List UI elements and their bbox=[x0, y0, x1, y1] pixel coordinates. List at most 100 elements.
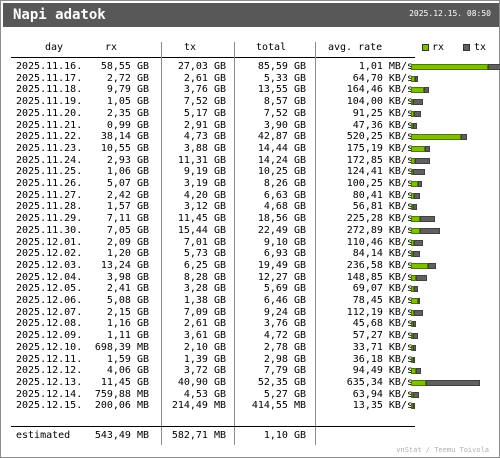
avg-rate-cell: 175,19 KB/s bbox=[346, 143, 413, 154]
rx-cell: 200,06 MB bbox=[94, 400, 149, 411]
tx-bar-segment bbox=[413, 204, 417, 210]
day-cell: 2025.12.05. bbox=[16, 283, 83, 294]
tx-cell: 2,61 GB bbox=[183, 318, 226, 329]
tx-cell: 1,38 GB bbox=[183, 295, 226, 306]
rx-bar-segment bbox=[411, 87, 424, 93]
rx-bar-segment bbox=[411, 216, 420, 222]
estimated-total: 1,10 GB bbox=[263, 430, 306, 441]
day-cell: 2025.11.30. bbox=[16, 225, 83, 236]
tx-bar-segment bbox=[425, 146, 430, 152]
column-divider-tx-total bbox=[234, 42, 235, 445]
rx-cell: 11,45 GB bbox=[100, 377, 149, 388]
tx-bar-segment bbox=[413, 123, 417, 129]
avg-rate-cell: 57,27 KB/s bbox=[352, 330, 413, 341]
rx-bar-segment bbox=[411, 333, 413, 339]
day-cell: 2025.11.29. bbox=[16, 213, 83, 224]
avg-rate-cell: 164,46 KB/s bbox=[346, 84, 413, 95]
avg-rate-cell: 47,36 KB/s bbox=[352, 120, 413, 131]
rx-cell: 1,11 GB bbox=[106, 330, 149, 341]
avg-rate-cell: 110,46 KB/s bbox=[346, 237, 413, 248]
tx-cell: 27,03 GB bbox=[177, 61, 226, 72]
total-cell: 52,35 GB bbox=[257, 377, 306, 388]
traffic-bar bbox=[411, 76, 500, 82]
tx-bar-segment bbox=[461, 134, 467, 140]
rx-bar-segment bbox=[411, 275, 416, 281]
rx-bar-segment bbox=[411, 403, 413, 409]
rx-cell: 2,09 GB bbox=[106, 237, 149, 248]
column-header-rx: rx bbox=[105, 42, 118, 53]
avg-rate-cell: 13,35 KB/s bbox=[352, 400, 413, 411]
avg-rate-cell: 100,25 KB/s bbox=[346, 178, 413, 189]
traffic-bar bbox=[411, 64, 500, 70]
traffic-bar bbox=[411, 228, 500, 234]
day-cell: 2025.12.01. bbox=[16, 237, 83, 248]
traffic-bar bbox=[411, 263, 500, 269]
column-divider-rx-tx bbox=[161, 42, 162, 445]
tx-cell: 7,09 GB bbox=[183, 307, 226, 318]
tx-bar-segment bbox=[413, 403, 415, 409]
rx-bar-segment bbox=[411, 76, 415, 82]
day-cell: 2025.12.08. bbox=[16, 318, 83, 329]
tx-bar-segment bbox=[413, 345, 416, 351]
title-bar: Napi adatok 2025.12.15. 08:50 bbox=[3, 3, 499, 27]
day-cell: 2025.12.14. bbox=[16, 389, 83, 400]
total-cell: 22,49 GB bbox=[257, 225, 306, 236]
traffic-bar bbox=[411, 403, 500, 409]
traffic-bar bbox=[411, 286, 500, 292]
rx-cell: 7,11 GB bbox=[106, 213, 149, 224]
total-cell: 9,10 GB bbox=[263, 237, 306, 248]
rx-bar-segment bbox=[411, 345, 413, 351]
traffic-bar bbox=[411, 158, 500, 164]
traffic-bar bbox=[411, 134, 500, 140]
avg-rate-cell: 64,70 KB/s bbox=[352, 73, 413, 84]
avg-rate-cell: 84,14 KB/s bbox=[352, 248, 413, 259]
day-cell: 2025.12.06. bbox=[16, 295, 83, 306]
rx-cell: 10,55 GB bbox=[100, 143, 149, 154]
total-cell: 3,90 GB bbox=[263, 120, 306, 131]
rx-cell: 759,88 MB bbox=[94, 389, 149, 400]
day-cell: 2025.12.07. bbox=[16, 307, 83, 318]
day-cell: 2025.12.10. bbox=[16, 342, 83, 353]
traffic-bar bbox=[411, 368, 500, 374]
avg-rate-cell: 124,41 KB/s bbox=[346, 166, 413, 177]
rx-cell: 38,14 GB bbox=[100, 131, 149, 142]
day-cell: 2025.11.23. bbox=[16, 143, 83, 154]
column-header-tx: tx bbox=[184, 42, 197, 53]
rx-bar-segment bbox=[411, 263, 428, 269]
tx-bar-segment bbox=[418, 298, 420, 304]
rx-bar-segment bbox=[411, 392, 413, 398]
rx-bar-segment bbox=[411, 158, 415, 164]
rx-bar-segment bbox=[411, 146, 425, 152]
traffic-bar bbox=[411, 275, 500, 281]
tx-cell: 4,20 GB bbox=[183, 190, 226, 201]
total-cell: 12,27 GB bbox=[257, 272, 306, 283]
traffic-bar bbox=[411, 123, 500, 129]
traffic-bar bbox=[411, 169, 500, 175]
traffic-bar bbox=[411, 240, 500, 246]
rx-cell: 1,20 GB bbox=[106, 248, 149, 259]
traffic-bar bbox=[411, 310, 500, 316]
estimated-separator bbox=[11, 426, 415, 427]
day-cell: 2025.12.13. bbox=[16, 377, 83, 388]
tx-bar-segment bbox=[414, 286, 418, 292]
tx-cell: 7,52 GB bbox=[183, 96, 226, 107]
day-cell: 2025.12.09. bbox=[16, 330, 83, 341]
legend-tx-label: tx bbox=[474, 42, 487, 53]
rx-cell: 5,07 GB bbox=[106, 178, 149, 189]
tx-cell: 214,49 MB bbox=[171, 400, 226, 411]
rx-cell: 1,59 GB bbox=[106, 354, 149, 365]
total-cell: 2,78 GB bbox=[263, 342, 306, 353]
column-header-total: total bbox=[256, 42, 287, 53]
total-cell: 14,24 GB bbox=[257, 155, 306, 166]
rx-bar-segment bbox=[411, 204, 413, 210]
tx-cell: 40,90 GB bbox=[177, 377, 226, 388]
page-title: Napi adatok bbox=[13, 7, 106, 23]
traffic-bar bbox=[411, 87, 500, 93]
traffic-bar bbox=[411, 298, 500, 304]
rx-bar-segment bbox=[411, 181, 418, 187]
estimated-tx: 582,71 MB bbox=[171, 430, 226, 441]
avg-rate-cell: 33,71 KB/s bbox=[352, 342, 413, 353]
estimated-label: estimated bbox=[16, 430, 71, 441]
column-header-avg-rate: avg. rate bbox=[328, 42, 383, 53]
